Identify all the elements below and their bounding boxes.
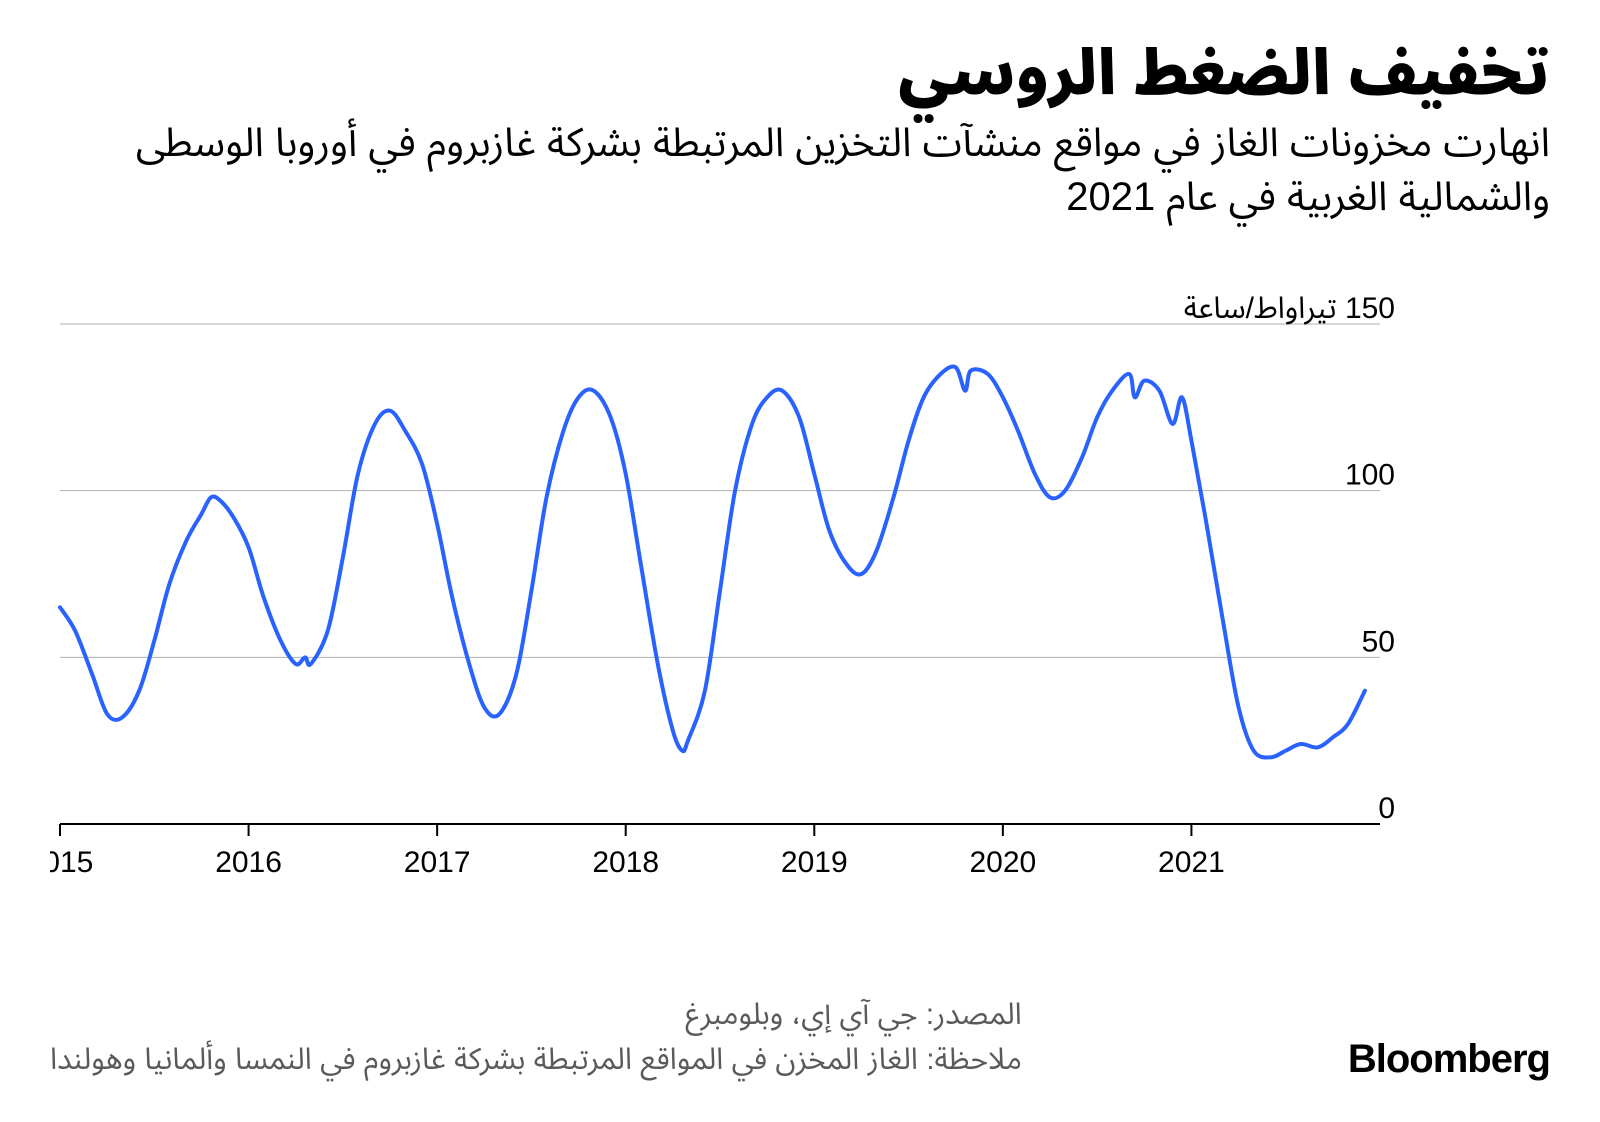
svg-text:150 تيراواط/ساعة: 150 تيراواط/ساعة	[1184, 292, 1395, 325]
svg-text:100: 100	[1345, 459, 1395, 492]
svg-text:2021: 2021	[1158, 846, 1225, 879]
svg-text:2019: 2019	[781, 846, 848, 879]
source-text: المصدر: جي آي إي، وبلومبرغ	[50, 992, 1022, 1037]
chart-subtitle: انهارت مخزونات الغاز في مواقع منشآت التخ…	[50, 116, 1550, 224]
brand-logo: Bloomberg	[1348, 1037, 1550, 1082]
chart-area: 0 50 100 150 تيراواط/ساعة 2015 2016 2017 2018 20…	[50, 284, 1550, 904]
chart-footer: المصدر: جي آي إي، وبلومبرغ ملاحظة: الغاز…	[50, 992, 1550, 1082]
svg-text:2020: 2020	[969, 846, 1036, 879]
footer-text: المصدر: جي آي إي، وبلومبرغ ملاحظة: الغاز…	[50, 992, 1022, 1082]
chart-container: تخفيف الضغط الروسي انهارت مخزونات الغاز …	[0, 0, 1600, 1122]
svg-text:50: 50	[1362, 626, 1395, 659]
note-text: ملاحظة: الغاز المخزن في المواقع المرتبطة…	[50, 1037, 1022, 1082]
svg-text:2017: 2017	[404, 846, 471, 879]
svg-text:0: 0	[1378, 792, 1395, 825]
svg-text:2015: 2015	[50, 846, 93, 879]
svg-text:2016: 2016	[215, 846, 282, 879]
chart-title: تخفيف الضغط الروسي	[50, 40, 1550, 108]
line-chart: 0 50 100 150 تيراواط/ساعة 2015 2016 2017 2018 20…	[50, 284, 1550, 904]
svg-text:2018: 2018	[592, 846, 659, 879]
